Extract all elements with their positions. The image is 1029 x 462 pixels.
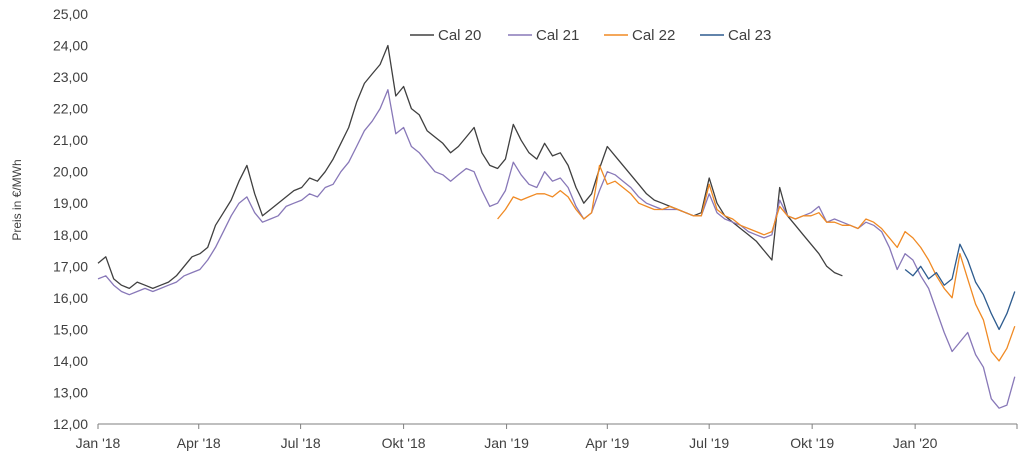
y-tick-label: 21,00 <box>53 132 88 148</box>
x-tick-label: Apr '19 <box>585 435 629 451</box>
y-tick-label: 22,00 <box>53 101 88 117</box>
x-tick-label: Jul '19 <box>689 435 729 451</box>
series-line-cal-21 <box>97 89 1016 409</box>
x-tick-label: Jan '20 <box>893 435 938 451</box>
y-tick-label: 13,00 <box>53 384 88 400</box>
legend-label-cal-21: Cal 21 <box>536 27 579 44</box>
series-line-cal-20 <box>97 44 843 290</box>
x-axis: Jan '18 Apr '18 Jul '18 Okt '18 Jan '19 Apr '… <box>76 423 1018 451</box>
y-tick-label: 18,00 <box>53 227 88 243</box>
legend-label-cal-20: Cal 20 <box>438 27 481 44</box>
y-axis-label: Preis in €/MWh <box>10 159 24 240</box>
y-tick-label: 16,00 <box>53 290 88 306</box>
y-tick-label: 23,00 <box>53 69 88 85</box>
y-tick-label: 12,00 <box>53 416 88 432</box>
x-tick-label: Jan '19 <box>484 435 529 451</box>
y-tick-label: 25,00 <box>53 6 88 22</box>
x-tick-label: Jul '18 <box>281 435 321 451</box>
series-lines <box>97 44 1016 409</box>
y-tick-label: 17,00 <box>53 258 88 274</box>
x-tick-label: Okt '19 <box>790 435 834 451</box>
series-line-cal-22 <box>497 164 1016 362</box>
legend-label-cal-23: Cal 23 <box>728 27 771 44</box>
x-tick-label: Apr '18 <box>177 435 221 451</box>
y-axis-ticks: 12,00 13,00 14,00 15,00 16,00 17,00 18,00 19,00… <box>53 6 88 432</box>
x-tick-label: Okt '18 <box>382 435 426 451</box>
y-tick-label: 15,00 <box>53 321 88 337</box>
y-tick-label: 14,00 <box>53 353 88 369</box>
y-tick-label: 20,00 <box>53 164 88 180</box>
series-line-cal-23 <box>904 243 1016 331</box>
y-tick-label: 24,00 <box>53 38 88 54</box>
y-tick-label: 19,00 <box>53 195 88 211</box>
legend-label-cal-22: Cal 22 <box>632 27 675 44</box>
legend: Cal 20 Cal 21 Cal 22 Cal 23 <box>410 27 771 44</box>
x-tick-label: Jan '18 <box>76 435 121 451</box>
